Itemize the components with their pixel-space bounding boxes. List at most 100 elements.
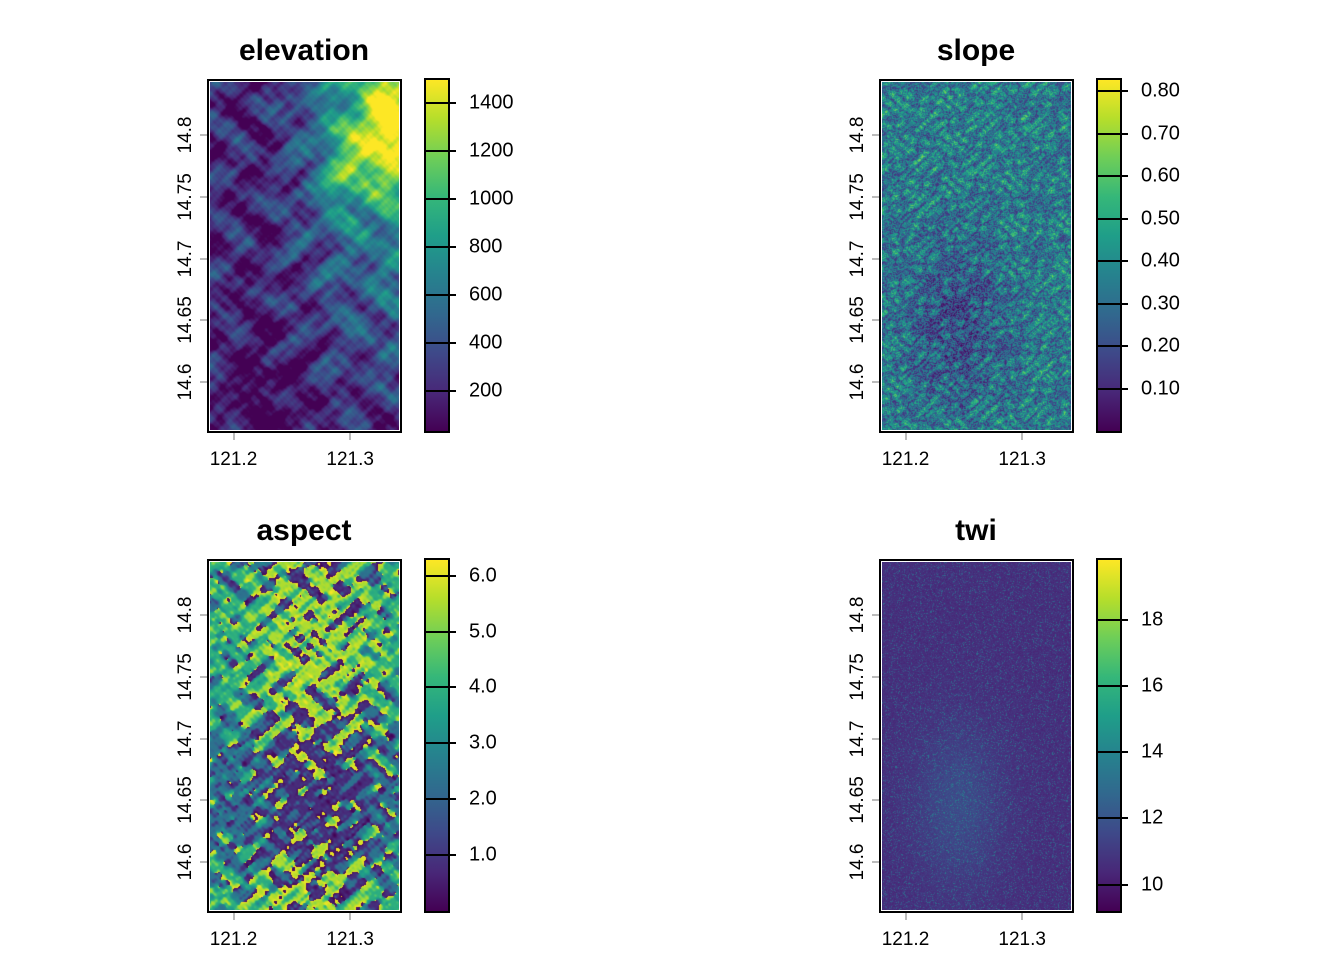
colorbar-label: 0.80: [1141, 80, 1180, 103]
y-axis-tick: [200, 676, 207, 678]
colorbar-tick-inner: [1098, 345, 1120, 347]
colorbar-label: 1200: [469, 139, 514, 162]
colorbar-tick-inner: [1098, 751, 1120, 753]
y-axis-label: 14.75: [847, 173, 869, 221]
colorbar-tick-inner: [1098, 685, 1120, 687]
y-axis-label: 14.7: [175, 240, 197, 277]
x-axis-label: 121.2: [882, 449, 930, 471]
x-axis-tick: [1021, 913, 1023, 920]
colorbar-tick: [448, 575, 456, 577]
colorbar-tick-inner: [1098, 90, 1120, 92]
colorbar-label: 600: [469, 284, 502, 307]
y-axis-label: 14.75: [847, 653, 869, 701]
y-axis-label: 14.75: [175, 653, 197, 701]
colorbar-tick: [1120, 751, 1128, 753]
x-axis-label: 121.3: [326, 929, 374, 951]
raster-map: [879, 79, 1074, 433]
colorbar-tick-inner: [1098, 260, 1120, 262]
y-axis-label: 14.6: [175, 844, 197, 881]
colorbar-label: 0.30: [1141, 292, 1180, 315]
x-axis-tick: [349, 433, 351, 440]
colorbar-label: 400: [469, 332, 502, 355]
colorbar-tick: [1120, 619, 1128, 621]
colorbar-tick: [448, 150, 456, 152]
colorbar-tick-inner: [426, 575, 448, 577]
y-axis-tick: [200, 258, 207, 260]
colorbar-tick: [448, 631, 456, 633]
colorbar-label: 14: [1141, 741, 1163, 764]
raster-panel-elevation: elevation 14.6 14.65 14.7 14.75 14.8 121.2 121.…: [0, 0, 672, 480]
colorbar-tick: [1120, 303, 1128, 305]
colorbar-tick: [1120, 218, 1128, 220]
x-axis-label: 121.2: [882, 929, 930, 951]
colorbar: [424, 558, 450, 913]
x-axis-tick: [233, 913, 235, 920]
x-axis-label: 121.3: [326, 449, 374, 471]
raster-map: [879, 559, 1074, 913]
colorbar-label: 5.0: [469, 620, 497, 643]
raster-map: [207, 79, 402, 433]
raster-image: [210, 82, 399, 430]
colorbar: [424, 78, 450, 433]
colorbar-tick: [448, 854, 456, 856]
y-axis-label: 14.8: [175, 597, 197, 634]
colorbar-label: 10: [1141, 873, 1163, 896]
colorbar-label: 0.60: [1141, 165, 1180, 188]
y-axis-tick: [200, 861, 207, 863]
panel-title: aspect: [207, 514, 401, 548]
x-axis-tick: [349, 913, 351, 920]
y-axis-tick: [872, 676, 879, 678]
colorbar-label: 0.20: [1141, 335, 1180, 358]
x-axis-tick: [905, 913, 907, 920]
colorbar-tick-inner: [426, 150, 448, 152]
colorbar-tick-inner: [426, 631, 448, 633]
raster-image: [210, 562, 399, 910]
y-axis-label: 14.75: [175, 173, 197, 221]
y-axis-label: 14.8: [847, 597, 869, 634]
x-axis-label: 121.2: [210, 449, 258, 471]
colorbar-tick-inner: [426, 294, 448, 296]
colorbar-label: 0.10: [1141, 377, 1180, 400]
y-axis-tick: [200, 381, 207, 383]
y-axis-tick: [200, 799, 207, 801]
colorbar-label: 0.50: [1141, 207, 1180, 230]
colorbar-label: 3.0: [469, 732, 497, 755]
y-axis-tick: [872, 799, 879, 801]
colorbar-tick-inner: [1098, 303, 1120, 305]
colorbar-tick-inner: [1098, 884, 1120, 886]
colorbar-label: 2.0: [469, 788, 497, 811]
colorbar-tick: [1120, 388, 1128, 390]
x-axis-tick: [1021, 433, 1023, 440]
colorbar-tick: [1120, 817, 1128, 819]
y-axis-tick: [872, 196, 879, 198]
y-axis-label: 14.7: [175, 720, 197, 757]
colorbar-tick-inner: [426, 198, 448, 200]
y-axis-tick: [872, 381, 879, 383]
colorbar-tick: [1120, 260, 1128, 262]
colorbar-tick-inner: [1098, 817, 1120, 819]
y-axis-label: 14.6: [175, 364, 197, 401]
colorbar-label: 18: [1141, 608, 1163, 631]
colorbar-tick: [1120, 345, 1128, 347]
colorbar-label: 16: [1141, 674, 1163, 697]
colorbar-tick: [1120, 685, 1128, 687]
y-axis-tick: [872, 614, 879, 616]
colorbar-tick-inner: [426, 854, 448, 856]
colorbar-label: 1000: [469, 187, 514, 210]
colorbar-tick-inner: [1098, 388, 1120, 390]
y-axis-tick: [200, 738, 207, 740]
colorbar-label: 4.0: [469, 676, 497, 699]
raster-image: [882, 562, 1071, 910]
colorbar-tick: [1120, 884, 1128, 886]
colorbar-tick: [448, 294, 456, 296]
colorbar-tick-inner: [1098, 619, 1120, 621]
y-axis-label: 14.65: [847, 297, 869, 345]
colorbar-tick-inner: [426, 390, 448, 392]
colorbar-tick: [448, 198, 456, 200]
colorbar-tick: [448, 686, 456, 688]
colorbar-tick-inner: [1098, 133, 1120, 135]
y-axis-label: 14.65: [847, 777, 869, 825]
colorbar-tick-inner: [426, 246, 448, 248]
y-axis-label: 14.7: [847, 720, 869, 757]
x-axis-label: 121.2: [210, 929, 258, 951]
